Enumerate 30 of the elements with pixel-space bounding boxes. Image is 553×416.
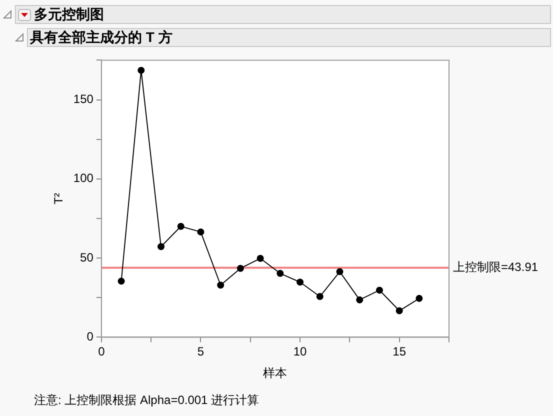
y-tick-label: 150	[73, 92, 94, 106]
chart-title: 多元控制图	[34, 6, 104, 23]
point	[336, 268, 344, 276]
point	[158, 243, 165, 250]
text: 注意: 上控制限根据 Alpha=0.001 进行计算	[34, 392, 260, 409]
point	[316, 293, 324, 300]
point	[197, 228, 204, 236]
point	[236, 264, 244, 272]
y-axis-title: T²	[52, 193, 66, 204]
y-tick-label: 50	[80, 250, 94, 264]
x-tick-label: 10	[293, 344, 308, 359]
x-tick-label: 15	[392, 344, 406, 359]
point	[118, 278, 125, 285]
x-tick-label: 0	[98, 344, 106, 359]
point	[396, 307, 403, 314]
point	[276, 270, 284, 277]
point	[376, 286, 383, 294]
y-tick-label: 0	[86, 330, 94, 344]
point	[138, 66, 145, 74]
point	[177, 222, 184, 230]
point	[256, 254, 264, 262]
ref-line-label: 上控制限=43.91	[453, 260, 538, 274]
point	[296, 278, 304, 286]
point	[356, 296, 364, 304]
point	[416, 294, 423, 302]
x-tick-label: 5	[197, 344, 204, 359]
point	[217, 282, 224, 289]
x-axis-title: 样本	[263, 366, 288, 380]
y-tick-label: 100	[73, 171, 94, 186]
chart-subtitle: 具有全部主成分的 T 方	[30, 29, 172, 46]
